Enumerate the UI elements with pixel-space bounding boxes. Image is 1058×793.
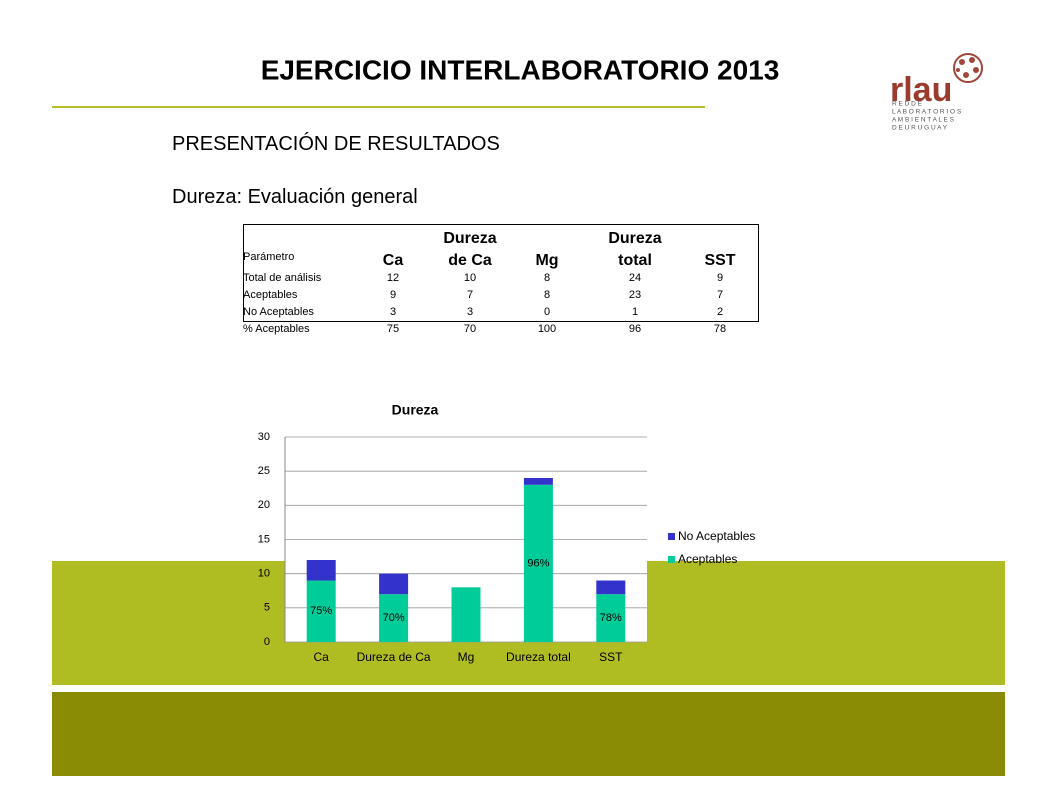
y-tick-label: 15 [258,533,270,545]
table-cell: Aceptables [243,289,298,301]
table-cell: 0 [543,306,551,318]
bar [596,594,626,642]
table-cell: 23 [628,289,642,301]
table-cell: 9 [389,289,397,301]
title: EJERCICIO INTERLABORATORIO 2013 [261,54,780,85]
bar [306,560,336,581]
bar [379,573,409,595]
bar-annotation: 75% [310,605,332,617]
table-header: Mg [535,252,559,269]
table-cell: 3 [389,306,397,318]
table-cell: 70 [463,323,477,335]
x-tick-label: Dureza de Ca [357,650,431,664]
table-cell: 12 [386,272,400,284]
table-cell: 8 [543,272,551,284]
x-tick-label: Dureza total [506,650,571,664]
table-cell: % Aceptables [243,323,310,335]
table-cell: Total de análisis [243,272,322,284]
y-tick-label: 25 [258,465,270,477]
x-tick-label: SST [599,650,623,664]
bar-annotation: 70% [383,612,405,624]
y-tick-label: 30 [258,431,270,443]
table-cell: No Aceptables [243,306,314,318]
logo-subtitle: R E D D E [892,101,923,108]
table-header: Parámetro [243,251,295,263]
logo-subtitle: D E U R U G U A Y [892,125,948,132]
table-cell: 1 [631,306,639,318]
table-header: Dureza total [608,230,662,269]
section: Dureza: Evaluación general [172,186,418,208]
legend-swatch [668,556,675,563]
y-tick-label: 10 [258,568,270,580]
legend-swatch [668,533,675,540]
legend-label: Aceptables [678,552,737,566]
table-cell: 100 [537,323,557,335]
bar [523,484,553,642]
table-cell: 2 [716,306,724,318]
bar [596,580,626,595]
x-tick-label: Ca [314,650,330,664]
bar [451,587,481,642]
logo: rlau [890,71,952,109]
bar [379,594,409,642]
y-tick-label: 5 [264,602,270,614]
subtitle: PRESENTACIÓN DE RESULTADOS [172,133,500,155]
table-cell: 8 [543,289,551,301]
table [243,224,759,322]
table-cell: 7 [716,289,724,301]
table-cell: 3 [466,306,474,318]
logo-icon [953,53,983,83]
bar-annotation: 78% [600,612,622,624]
table-cell: 9 [716,272,724,284]
table-cell: 7 [466,289,474,301]
table-cell: 10 [463,272,477,284]
table-cell: 75 [386,323,400,335]
chart-title: Dureza [392,402,439,418]
logo-subtitle: L A B O R A T O R I O S [892,109,962,116]
y-tick-label: 0 [264,636,270,648]
logo-subtitle: A M B I E N T A L E S [892,117,955,124]
legend-label: No Aceptables [678,529,755,543]
table-cell: 78 [713,323,727,335]
table-cell: 96 [628,323,642,335]
table-cell: 24 [628,272,642,284]
table-header: Ca [382,252,404,269]
bar [306,580,336,642]
band [52,692,1005,776]
bar-annotation: 96% [527,557,549,569]
table-header: SST [704,252,736,269]
x-tick-label: Mg [458,650,475,664]
bar [523,478,553,485]
y-tick-label: 20 [258,499,270,511]
table-header: Dureza de Ca [443,230,497,269]
